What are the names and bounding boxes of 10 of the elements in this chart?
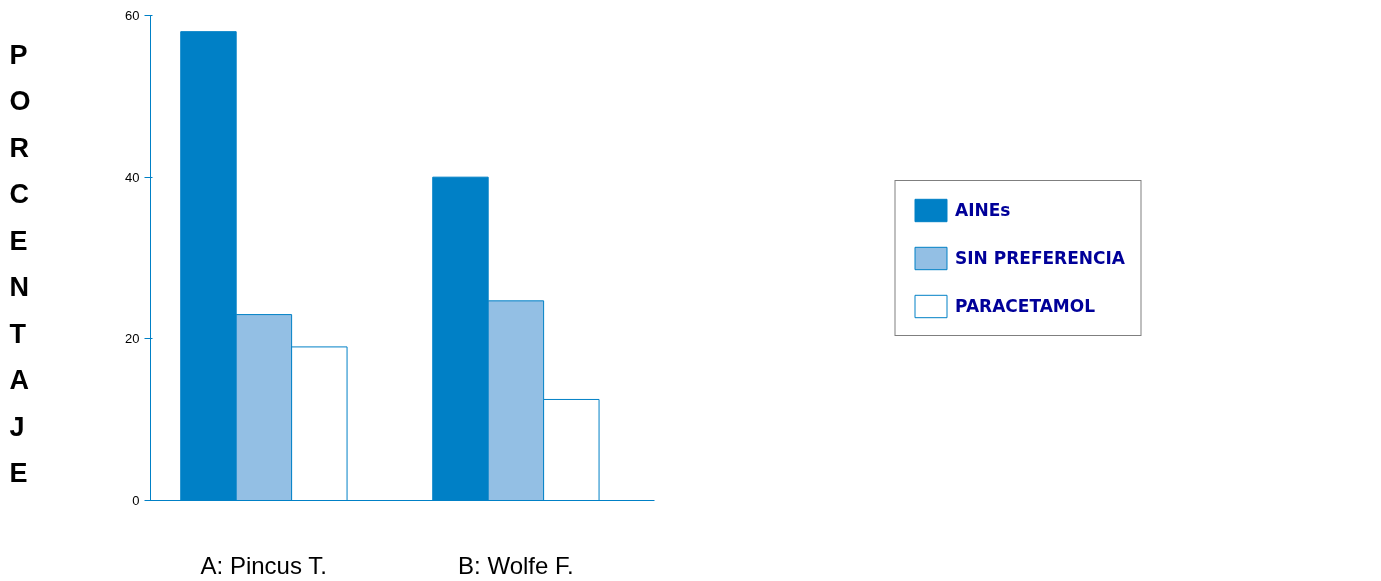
text: PORCENTAJE — [9, 39, 31, 489]
x-tick-label: B: Wolfe F. — [458, 551, 574, 579]
y-tick-label: 40 — [125, 169, 140, 185]
legend-label: PARACETAMOL — [955, 295, 1096, 316]
legend-label: SIN PREFERENCIA — [955, 247, 1125, 268]
y-tick-label: 20 — [125, 331, 140, 347]
y-tick-label: 60 — [125, 8, 140, 23]
y-tick-label: 0 — [132, 493, 140, 508]
x-tick-label: A: Pincus T. — [200, 551, 327, 579]
legend-label: AINEs — [955, 199, 1011, 220]
